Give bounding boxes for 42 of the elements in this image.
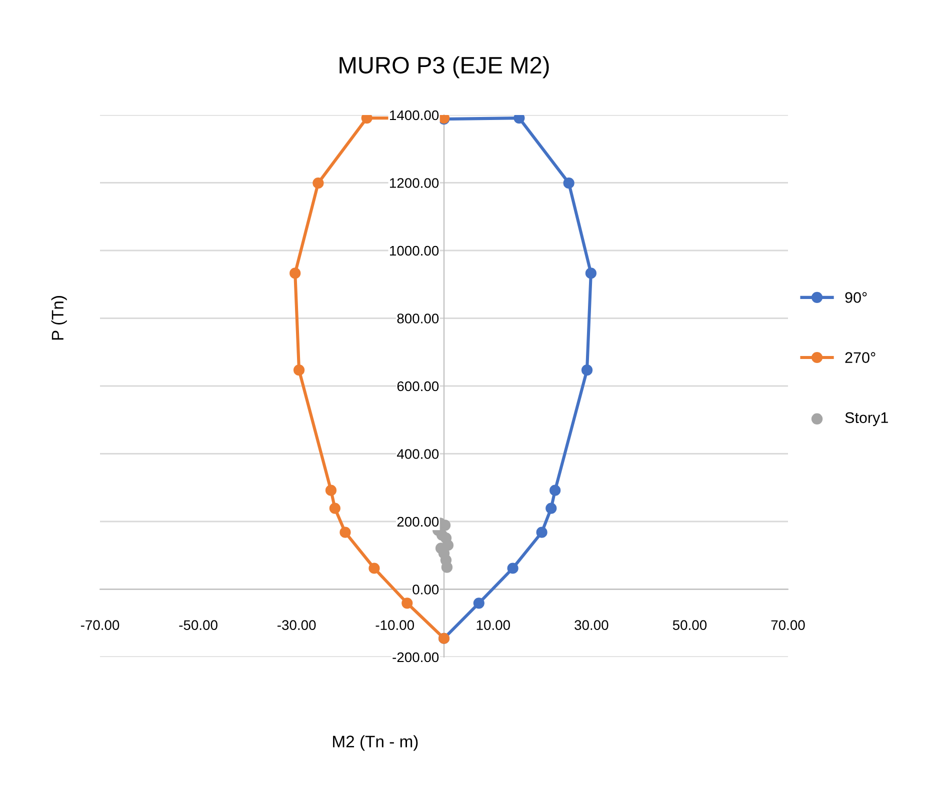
- y-tick-label: 600.00: [397, 381, 439, 392]
- point: [514, 115, 525, 124]
- chart-title: MURO P3 (EJE M2): [340, 56, 549, 78]
- x-tick-label: -50.00: [179, 620, 218, 630]
- y-tick-label: 1000.00: [390, 246, 439, 256]
- point: [290, 268, 301, 279]
- point: [536, 526, 548, 538]
- point: [581, 364, 593, 376]
- point: [312, 178, 324, 189]
- point: [441, 562, 453, 573]
- y-tick-label: 1200.00: [390, 178, 439, 188]
- x-tick-label: -70.00: [80, 620, 120, 630]
- y-tick-label: 200.00: [397, 516, 439, 527]
- y-tick-label: 1400.00: [390, 110, 439, 120]
- y-tick-label: 800.00: [397, 314, 439, 324]
- point: [325, 484, 337, 496]
- y-tick-label: 0.00: [412, 584, 439, 594]
- point: [329, 502, 340, 514]
- y-axis-title: P (Tn): [51, 296, 67, 340]
- legend-label: Story1: [845, 412, 888, 426]
- x-tick-label: 70.00: [771, 620, 805, 630]
- point: [402, 598, 413, 609]
- y-tick-label: -200.00: [392, 652, 439, 662]
- x-axis-title: M2 (Tn - m): [333, 735, 418, 751]
- point: [550, 484, 561, 496]
- point: [293, 364, 305, 376]
- x-tick-label: -30.00: [278, 620, 316, 630]
- x-tick-label: 50.00: [672, 620, 707, 630]
- legend-label: 90°: [845, 292, 867, 303]
- point: [368, 562, 380, 574]
- point: [563, 178, 574, 189]
- x-tick-label: 10.00: [476, 620, 510, 630]
- x-tick-label: -10.00: [376, 620, 414, 630]
- point: [361, 115, 372, 124]
- point: [546, 502, 557, 514]
- y-tick-label: 400.00: [396, 449, 439, 459]
- x-tick-label: 30.00: [574, 620, 608, 630]
- point: [585, 268, 596, 279]
- legend-label: 270°: [845, 352, 876, 363]
- point: [340, 526, 351, 538]
- point: [473, 598, 484, 609]
- point: [507, 562, 518, 574]
